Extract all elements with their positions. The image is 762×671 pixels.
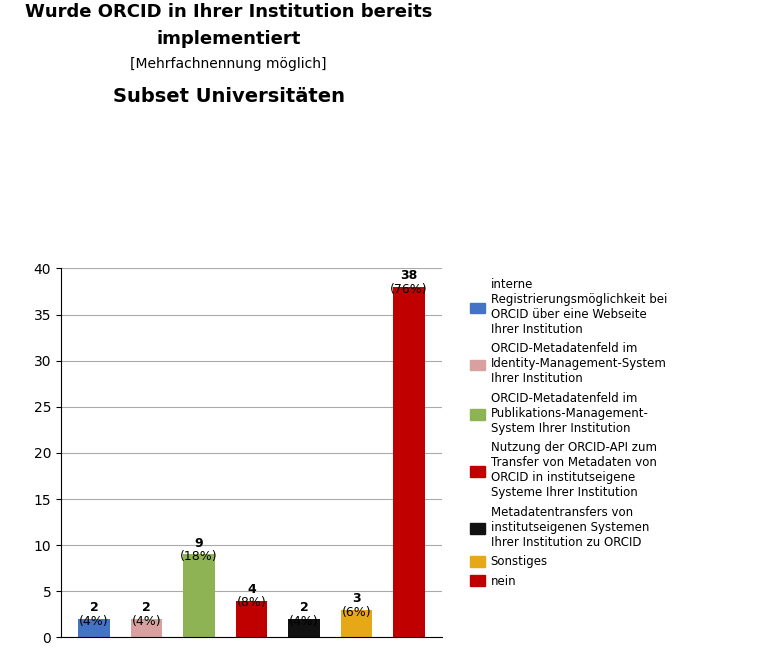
Text: 2: 2	[142, 601, 151, 615]
Bar	[78, 619, 110, 637]
Text: Wurde ORCID in Ihrer Institution bereits: Wurde ORCID in Ihrer Institution bereits	[25, 3, 432, 21]
Text: (4%): (4%)	[289, 615, 319, 628]
Legend: interne
Registrierungsmöglichkeit bei
ORCID über eine Webseite
Ihrer Institution: interne Registrierungsmöglichkeit bei OR…	[467, 274, 671, 591]
Bar	[235, 601, 267, 637]
Bar	[393, 287, 424, 637]
Text: (4%): (4%)	[79, 615, 109, 628]
Bar	[288, 619, 320, 637]
Text: Subset Universitäten: Subset Universitäten	[113, 87, 344, 106]
Text: 9: 9	[194, 537, 203, 550]
Text: 38: 38	[400, 269, 418, 282]
Text: (6%): (6%)	[341, 606, 371, 619]
Text: 2: 2	[299, 601, 309, 615]
Text: [Mehrfachnennung möglich]: [Mehrfachnennung möglich]	[130, 57, 327, 71]
Bar	[131, 619, 162, 637]
Text: 3: 3	[352, 592, 360, 605]
Bar	[341, 610, 372, 637]
Text: (8%): (8%)	[236, 597, 267, 609]
Text: 4: 4	[247, 583, 256, 596]
Text: 2: 2	[90, 601, 98, 615]
Text: (18%): (18%)	[180, 550, 218, 563]
Bar	[183, 554, 215, 637]
Text: (76%): (76%)	[390, 282, 427, 296]
Text: implementiert: implementiert	[156, 30, 301, 48]
Text: (4%): (4%)	[132, 615, 162, 628]
